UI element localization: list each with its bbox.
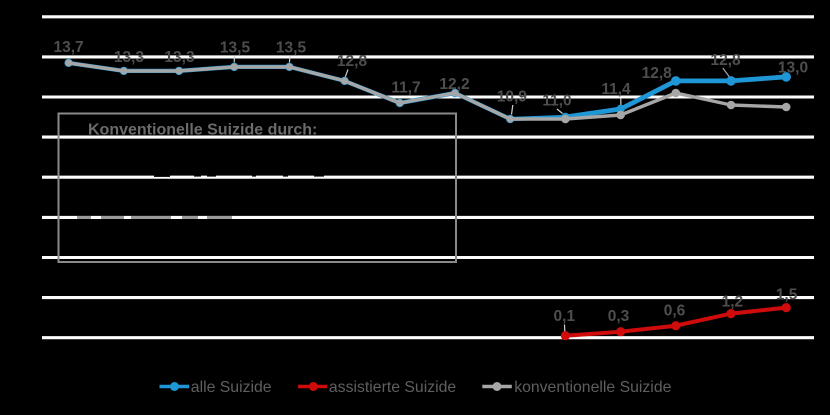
svg-text:11,4: 11,4 [601, 81, 631, 98]
svg-text:13,7: 13,7 [54, 39, 84, 56]
svg-text:1,5: 1,5 [776, 287, 798, 304]
svg-text:12,8: 12,8 [642, 65, 673, 82]
svg-text:10,9: 10,9 [497, 88, 528, 105]
svg-text:Konventionelle Suizide durch:: Konventionelle Suizide durch: [88, 122, 317, 139]
svg-text:12,8: 12,8 [337, 53, 368, 70]
svg-text:0,3: 0,3 [608, 308, 630, 325]
svg-text:12,8: 12,8 [711, 52, 742, 69]
svg-text:12,2: 12,2 [439, 76, 469, 93]
svg-text:alle Suizide: alle Suizide [191, 379, 272, 396]
svg-text:13,5: 13,5 [276, 40, 307, 57]
svg-text:11,0: 11,0 [542, 93, 571, 110]
svg-text:konventionelle Suizide: konventionelle Suizide [514, 379, 671, 396]
svg-text:11,7: 11,7 [391, 79, 420, 96]
svg-text:13,0: 13,0 [778, 60, 808, 77]
svg-text:13,3: 13,3 [114, 49, 145, 66]
svg-text:assistierte Suizide: assistierte Suizide [329, 379, 457, 396]
svg-text:13,3: 13,3 [164, 49, 195, 66]
svg-text:0,1: 0,1 [554, 308, 576, 325]
svg-text:13,5: 13,5 [220, 40, 251, 57]
svg-text:1,2: 1,2 [722, 294, 744, 311]
svg-text:0,6: 0,6 [664, 303, 686, 320]
